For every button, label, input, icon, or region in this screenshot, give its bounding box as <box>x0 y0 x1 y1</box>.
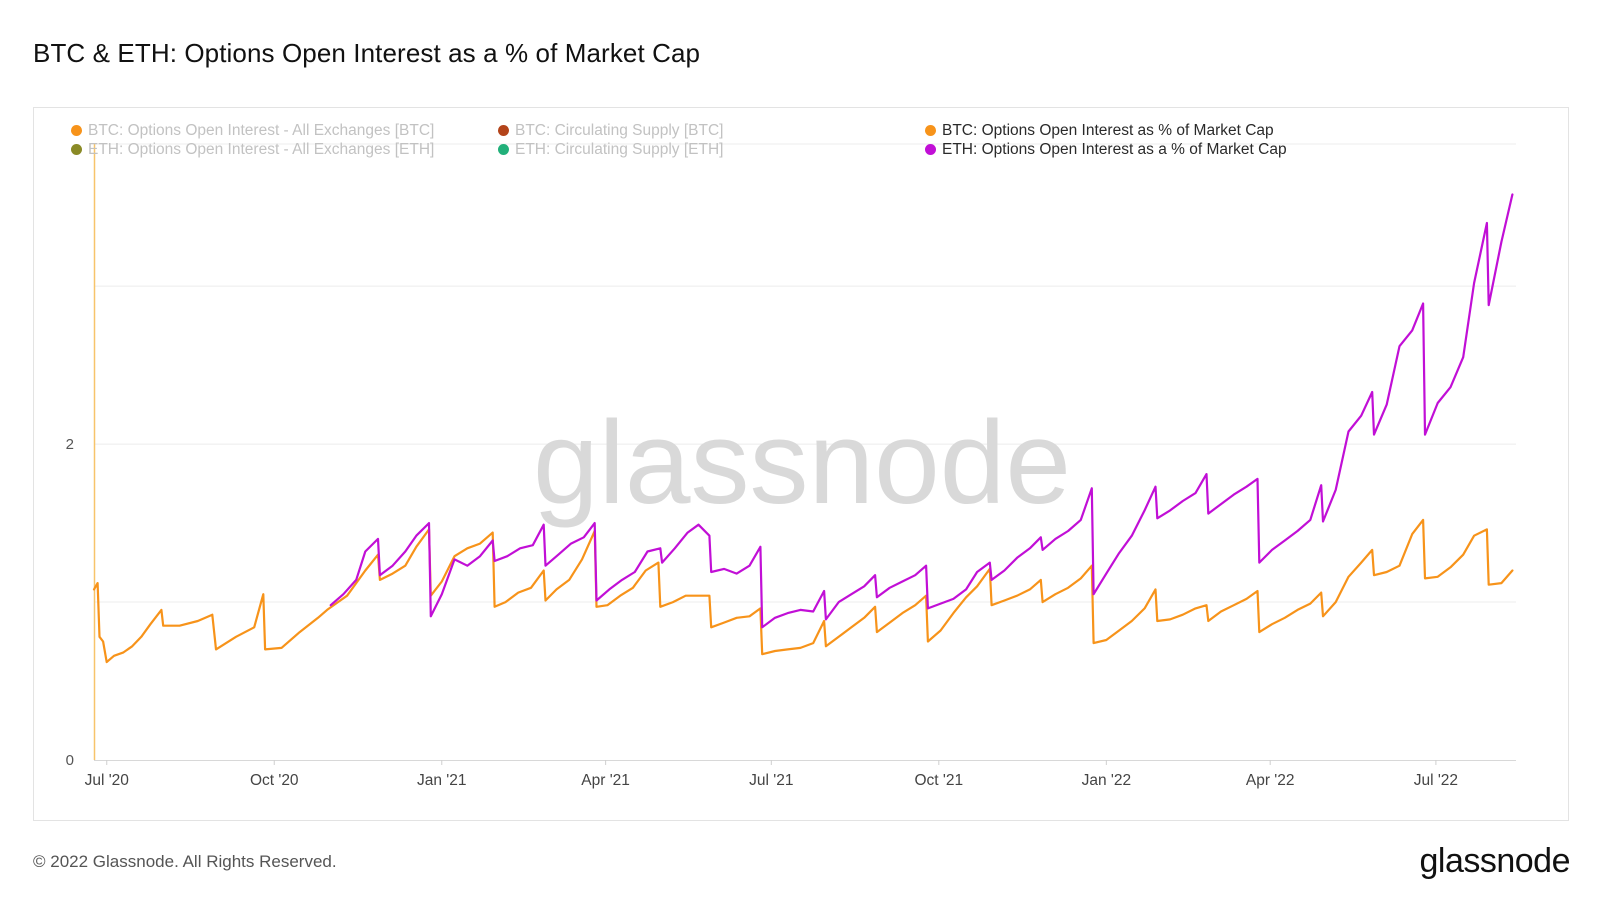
y-tick-label: 0 <box>66 752 74 769</box>
legend-item-btc-circulating-supply[interactable]: BTC: Circulating Supply [BTC] <box>498 121 723 140</box>
legend-label: ETH: Circulating Supply [ETH] <box>515 141 724 158</box>
legend-label: ETH: Options Open Interest - All Exchang… <box>88 141 435 158</box>
legend-item-eth-oi-pct-market-cap[interactable]: ETH: Options Open Interest as a % of Mar… <box>925 140 1287 159</box>
watermark: glassnode <box>533 397 1071 529</box>
x-tick-label: Jan '21 <box>417 772 467 789</box>
x-tick-label: Jul '21 <box>749 772 793 789</box>
x-tick-label: Jan '22 <box>1082 772 1132 789</box>
legend-item-eth-options-oi[interactable]: ETH: Options Open Interest - All Exchang… <box>71 140 434 159</box>
glassnode-logo[interactable]: glassnode <box>1419 842 1570 880</box>
legend-dot <box>498 125 509 136</box>
x-tick-label: Jul '20 <box>85 772 130 789</box>
legend-dot <box>71 125 82 136</box>
gridlines <box>94 143 1516 603</box>
y-tick-label: 2 <box>66 436 74 453</box>
x-tick-label: Apr '21 <box>581 772 630 789</box>
series-line-eth[interactable] <box>329 193 1514 629</box>
chart-title: BTC & ETH: Options Open Interest as a % … <box>33 38 701 68</box>
legend-label: BTC: Options Open Interest - All Exchang… <box>88 122 435 139</box>
x-tick-label: Apr '22 <box>1246 772 1295 789</box>
legend-dot <box>925 144 936 155</box>
legend-item-btc-oi-pct-market-cap[interactable]: BTC: Options Open Interest as % of Marke… <box>925 121 1274 140</box>
legend-label: BTC: Options Open Interest as % of Marke… <box>942 122 1274 139</box>
x-tick-label: Oct '21 <box>915 772 964 789</box>
series-layer <box>92 193 1514 664</box>
copyright-footer: © 2022 Glassnode. All Rights Reserved. <box>33 852 337 871</box>
series-line-btc[interactable] <box>92 518 1514 664</box>
axes: 0 2 Jul '20 Oct '20 Jan '21 Apr '21 Jul '21 Oct… <box>66 144 1516 789</box>
legend-dot <box>925 125 936 136</box>
x-tick-label: Oct '20 <box>250 772 299 789</box>
legend-dot <box>498 144 509 155</box>
legend-dot <box>71 144 82 155</box>
legend-label: ETH: Options Open Interest as a % of Mar… <box>942 141 1287 158</box>
chart-svg: glassnode 0 2 Jul '20 Oct '20 Jan '21 Apr '21… <box>66 143 1516 789</box>
legend-item-eth-circulating-supply[interactable]: ETH: Circulating Supply [ETH] <box>498 140 723 159</box>
x-tick-label: Jul '22 <box>1414 772 1458 789</box>
chart-panel: glassnode 0 2 Jul '20 Oct '20 Jan '21 Apr '21… <box>33 107 1569 821</box>
legend-label: BTC: Circulating Supply [BTC] <box>515 122 724 139</box>
legend-item-btc-options-oi[interactable]: BTC: Options Open Interest - All Exchang… <box>71 121 434 140</box>
